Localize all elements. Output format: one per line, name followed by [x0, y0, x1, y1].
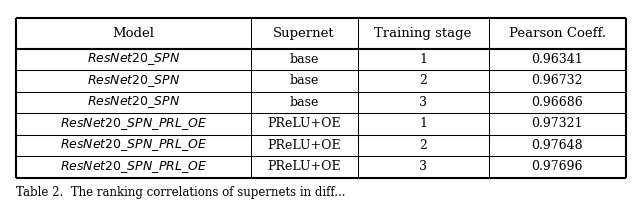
Text: Training stage: Training stage [374, 27, 472, 40]
Text: 1: 1 [419, 117, 427, 130]
Text: 0.97648: 0.97648 [531, 139, 583, 152]
Text: 3: 3 [419, 96, 427, 109]
Text: $ResNet20\_SPN\_PRL\_OE$: $ResNet20\_SPN\_PRL\_OE$ [60, 138, 207, 153]
Text: $ResNet20\_SPN\_PRL\_OE$: $ResNet20\_SPN\_PRL\_OE$ [60, 116, 207, 132]
Text: Table 2.  The ranking correlations of supernets in diff...: Table 2. The ranking correlations of sup… [16, 186, 346, 199]
Text: 0.96341: 0.96341 [531, 53, 583, 66]
Text: $ResNet20\_SPN$: $ResNet20\_SPN$ [86, 73, 180, 89]
Text: 0.97696: 0.97696 [532, 160, 583, 174]
Text: $ResNet20\_SPN$: $ResNet20\_SPN$ [86, 51, 180, 67]
Text: 2: 2 [419, 139, 427, 152]
Text: 0.96732: 0.96732 [532, 74, 583, 87]
Text: 0.96686: 0.96686 [531, 96, 583, 109]
Text: PReLU+OE: PReLU+OE [268, 160, 341, 174]
Text: $ResNet20\_SPN\_PRL\_OE$: $ResNet20\_SPN\_PRL\_OE$ [60, 159, 207, 175]
Text: 3: 3 [419, 160, 427, 174]
Text: Model: Model [113, 27, 154, 40]
Text: 1: 1 [419, 53, 427, 66]
Text: 2: 2 [419, 74, 427, 87]
Text: PReLU+OE: PReLU+OE [268, 117, 341, 130]
Text: $ResNet20\_SPN$: $ResNet20\_SPN$ [86, 94, 180, 110]
Text: base: base [289, 96, 319, 109]
Text: 0.97321: 0.97321 [532, 117, 583, 130]
Text: PReLU+OE: PReLU+OE [268, 139, 341, 152]
Text: Supernet: Supernet [273, 27, 335, 40]
Text: base: base [289, 53, 319, 66]
Text: base: base [289, 74, 319, 87]
Text: Pearson Coeff.: Pearson Coeff. [509, 27, 606, 40]
